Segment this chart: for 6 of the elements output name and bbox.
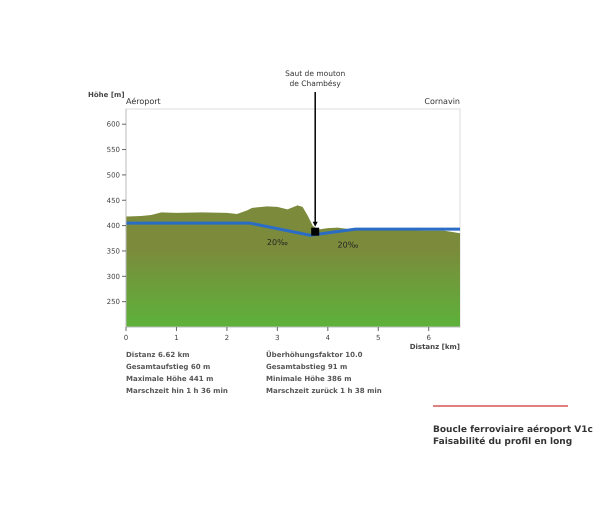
- text: Aéroport: [126, 97, 161, 106]
- text: Faisabilité du profil en long: [433, 436, 572, 447]
- annotation: 20‰: [266, 238, 288, 248]
- annotation: 20‰: [338, 240, 359, 250]
- text: Cornavin: [424, 97, 460, 106]
- text: Boucle ferroviaire aéroport V1c: [433, 424, 593, 435]
